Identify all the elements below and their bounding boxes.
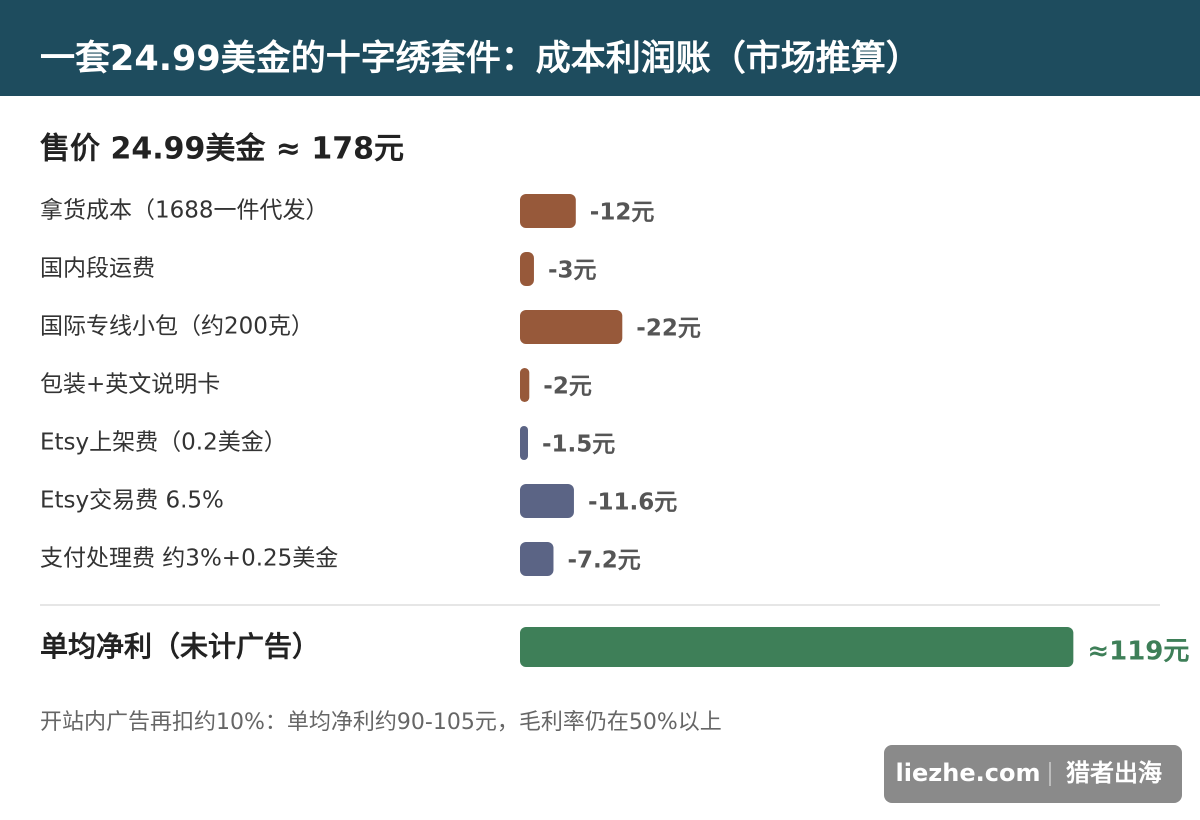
value-label: -2元 bbox=[543, 374, 592, 400]
watermark-box bbox=[884, 745, 1182, 803]
category-label: Etsy上架费（0.2美金） bbox=[40, 430, 287, 456]
bar bbox=[520, 426, 528, 460]
value-label: -12元 bbox=[590, 200, 655, 226]
watermark-brand: 猎者出海 bbox=[1066, 759, 1162, 787]
total-label: 单均净利（未计广告） bbox=[40, 630, 320, 663]
subtitle: 售价 24.99美金 ≈ 178元 bbox=[40, 132, 404, 167]
bar bbox=[520, 310, 623, 344]
category-label: 支付处理费 约3%+0.25美金 bbox=[40, 546, 338, 572]
value-label: -1.5元 bbox=[542, 432, 615, 458]
bar bbox=[520, 542, 554, 576]
total-bar bbox=[520, 627, 1074, 667]
category-label: 拿货成本（1688一件代发） bbox=[40, 197, 329, 224]
category-label: 包装+英文说明卡 bbox=[40, 372, 220, 398]
bar bbox=[520, 252, 534, 286]
category-label: 国内段运费 bbox=[40, 256, 155, 282]
chart-title: 一套24.99美金的十字绣套件：成本利润账（市场推算） bbox=[40, 38, 921, 79]
watermark-site: liezhe.com bbox=[896, 759, 1041, 787]
bar bbox=[520, 368, 530, 402]
bar bbox=[520, 194, 576, 228]
value-label: -3元 bbox=[548, 258, 597, 284]
bar bbox=[520, 484, 574, 518]
header-band bbox=[0, 0, 1200, 96]
value-label: -7.2元 bbox=[567, 548, 640, 574]
category-label: 国际专线小包（约200克） bbox=[40, 314, 314, 340]
total-value-label: ≈119元 bbox=[1087, 637, 1189, 667]
value-label: -22元 bbox=[636, 316, 701, 342]
footnote: 开站内广告再扣约10%：单均净利约90-105元，毛利率仍在50%以上 bbox=[40, 710, 722, 735]
value-label: -11.6元 bbox=[588, 490, 677, 516]
category-label: Etsy交易费 6.5% bbox=[40, 488, 224, 514]
